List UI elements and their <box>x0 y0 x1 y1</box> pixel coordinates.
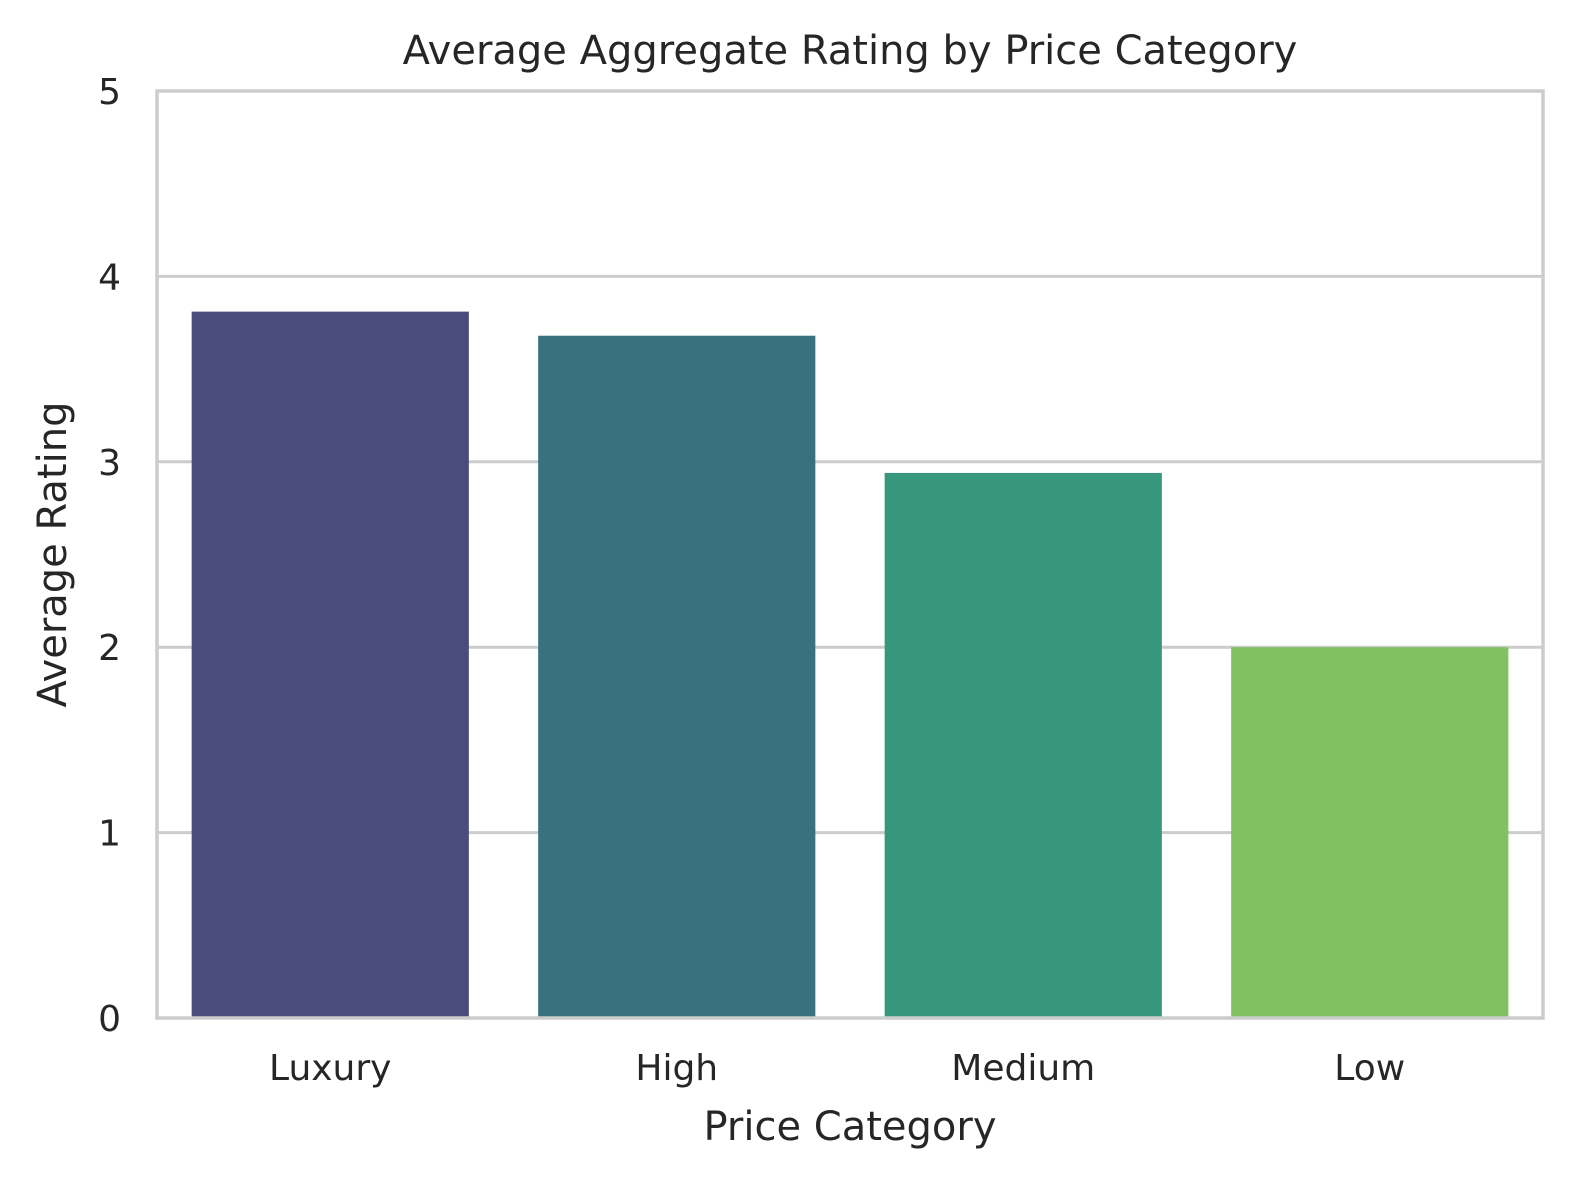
bar-high <box>538 335 816 1018</box>
x-tick-labels: Luxury High Medium Low <box>269 1048 1405 1089</box>
y-tick-label-0: 0 <box>98 999 121 1040</box>
y-tick-label-2: 2 <box>98 628 121 669</box>
x-tick-label-medium: Medium <box>951 1048 1095 1089</box>
y-tick-label-5: 5 <box>98 72 121 113</box>
x-tick-label-luxury: Luxury <box>269 1048 391 1089</box>
y-tick-label-4: 4 <box>98 257 121 298</box>
bars <box>191 311 1509 1019</box>
y-axis-label: Average Rating <box>30 402 76 708</box>
chart-title: Average Aggregate Rating by Price Catego… <box>403 28 1298 74</box>
bar-luxury <box>191 311 469 1019</box>
x-tick-label-low: Low <box>1334 1048 1405 1089</box>
y-tick-labels: 0 1 2 3 4 5 <box>98 72 121 1040</box>
bar-medium <box>884 472 1162 1018</box>
y-tick-label-3: 3 <box>98 443 121 484</box>
plot-frame <box>155 89 1545 1020</box>
y-tick-label-1: 1 <box>98 814 121 855</box>
bar-low <box>1231 647 1509 1018</box>
x-axis-label: Price Category <box>703 1104 996 1150</box>
x-tick-label-high: High <box>635 1048 718 1089</box>
